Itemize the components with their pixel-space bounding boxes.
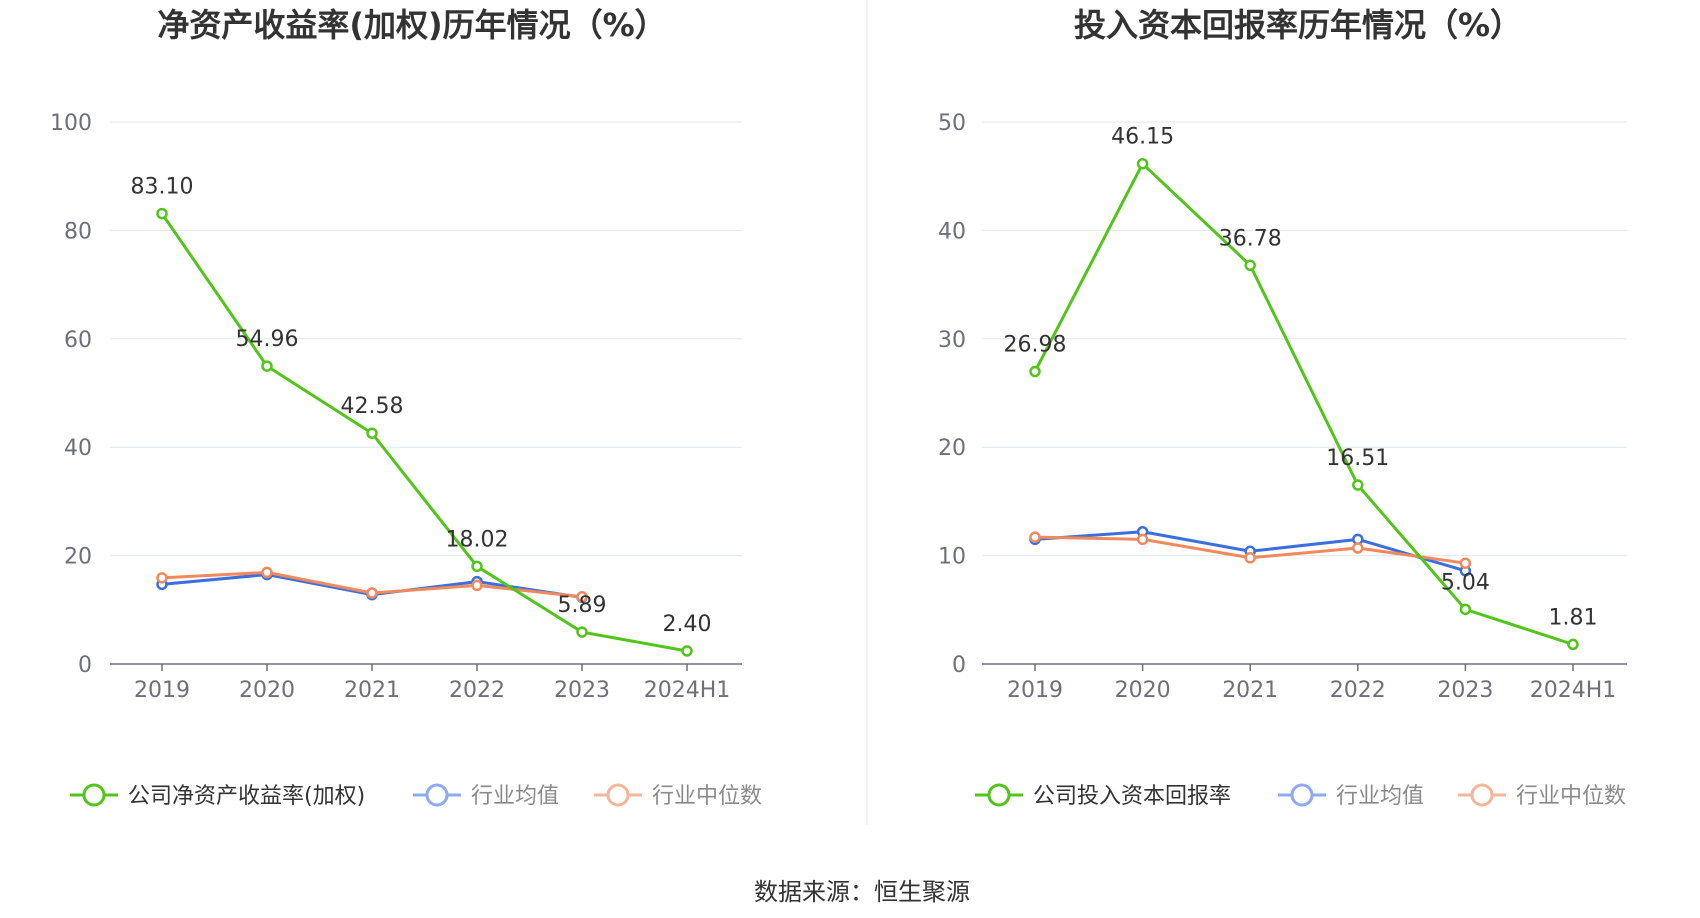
data-label: 16.51 [1326, 446, 1389, 471]
y-tick-label: 10 [938, 545, 966, 570]
x-tick-label: 2024H1 [1530, 678, 1617, 703]
y-tick-label: 80 [64, 219, 92, 244]
data-point [576, 626, 588, 638]
data-point [471, 579, 483, 592]
data-point [1352, 479, 1364, 491]
x-tick-label: 2020 [239, 678, 295, 703]
y-tick-label: 20 [938, 436, 966, 461]
data-point [681, 645, 693, 657]
x-tick-label: 2022 [1330, 678, 1386, 703]
legend-label: 行业均值 [1336, 784, 1424, 809]
legend-circle-icon [425, 783, 449, 807]
legend-circle-icon [606, 783, 630, 807]
data-point [261, 566, 273, 579]
data-point [156, 572, 168, 584]
data-label: 5.04 [1441, 570, 1490, 595]
x-tick-label: 2022 [449, 678, 505, 703]
data-point [1244, 552, 1256, 564]
data-point [156, 207, 168, 220]
y-tick-label: 60 [64, 328, 92, 353]
legend-label: 行业均值 [471, 784, 559, 809]
x-tick-label: 2019 [134, 678, 190, 703]
data-point [1029, 531, 1041, 543]
x-tick-label: 2021 [1222, 678, 1278, 703]
data-point [1029, 365, 1041, 378]
legend-circle-icon [1290, 783, 1314, 807]
y-tick-label: 30 [938, 328, 966, 353]
legend-label: 行业中位数 [652, 784, 762, 809]
data-label: 18.02 [446, 527, 509, 552]
legend-item[interactable]: 行业中位数 [1458, 783, 1626, 809]
y-tick-label: 100 [50, 111, 92, 136]
data-point [1244, 259, 1256, 272]
data-point [576, 591, 588, 603]
data-point [471, 560, 483, 573]
legend-item[interactable]: 行业均值 [413, 783, 559, 809]
y-tick-label: 50 [938, 111, 966, 136]
legend-circle-icon [1470, 783, 1494, 807]
y-tick-label: 20 [64, 545, 92, 570]
data-label: 5.89 [558, 593, 607, 618]
data-point [366, 427, 378, 439]
x-tick-label: 2020 [1115, 678, 1171, 703]
legend-label: 行业中位数 [1516, 784, 1626, 809]
data-source-note: 数据来源：恒生聚源 [754, 878, 970, 906]
legend-label: 公司投入资本回报率 [1033, 784, 1231, 809]
roic-chart: 投入资本回报率历年情况（%） 0 10 20 30 40 50 2019 2020 2021 20… [938, 6, 1627, 809]
x-tick-label: 2023 [1437, 678, 1493, 703]
x-tick-label: 2019 [1007, 678, 1063, 703]
x-tick-label: 2021 [344, 678, 400, 703]
x-tick-label: 2023 [554, 678, 610, 703]
y-tick-label: 0 [952, 653, 966, 678]
data-label: 54.96 [236, 327, 299, 352]
roe-chart: 净资产收益率(加权)历年情况（%） 0 20 40 60 80 100 2019 2020 20… [50, 6, 762, 809]
y-tick-label: 40 [938, 219, 966, 244]
series-line [160, 212, 688, 653]
x-tick-label: 2024H1 [644, 678, 731, 703]
roe-chart-title: 净资产收益率(加权)历年情况（%） [157, 6, 666, 44]
data-point [1459, 603, 1472, 616]
legend-circle-icon [987, 783, 1011, 807]
y-tick-label: 0 [78, 653, 92, 678]
data-label: 26.98 [1004, 333, 1067, 358]
data-point [1136, 157, 1149, 170]
data-label: 36.78 [1219, 226, 1282, 251]
legend-label: 公司净资产收益率(加权) [128, 784, 365, 809]
data-label: 42.58 [341, 394, 404, 419]
y-tick-label: 40 [64, 436, 92, 461]
data-label: 2.40 [663, 612, 712, 637]
legend-item[interactable]: 公司净资产收益率(加权) [70, 783, 365, 809]
data-point [1352, 542, 1364, 554]
data-point [1567, 638, 1579, 651]
data-point [366, 587, 378, 599]
series-line [1033, 162, 1574, 646]
legend-item[interactable]: 公司投入资本回报率 [975, 783, 1231, 809]
legend-circle-icon [82, 783, 106, 807]
data-label: 83.10 [131, 175, 194, 200]
roic-chart-title: 投入资本回报率历年情况（%） [1074, 6, 1522, 44]
data-label: 46.15 [1111, 125, 1174, 150]
data-label: 1.81 [1549, 605, 1598, 630]
legend-item[interactable]: 行业均值 [1278, 783, 1424, 809]
legend-item[interactable]: 行业中位数 [594, 783, 762, 809]
data-point [261, 360, 273, 372]
data-point [1459, 557, 1472, 569]
data-point [1136, 533, 1149, 546]
